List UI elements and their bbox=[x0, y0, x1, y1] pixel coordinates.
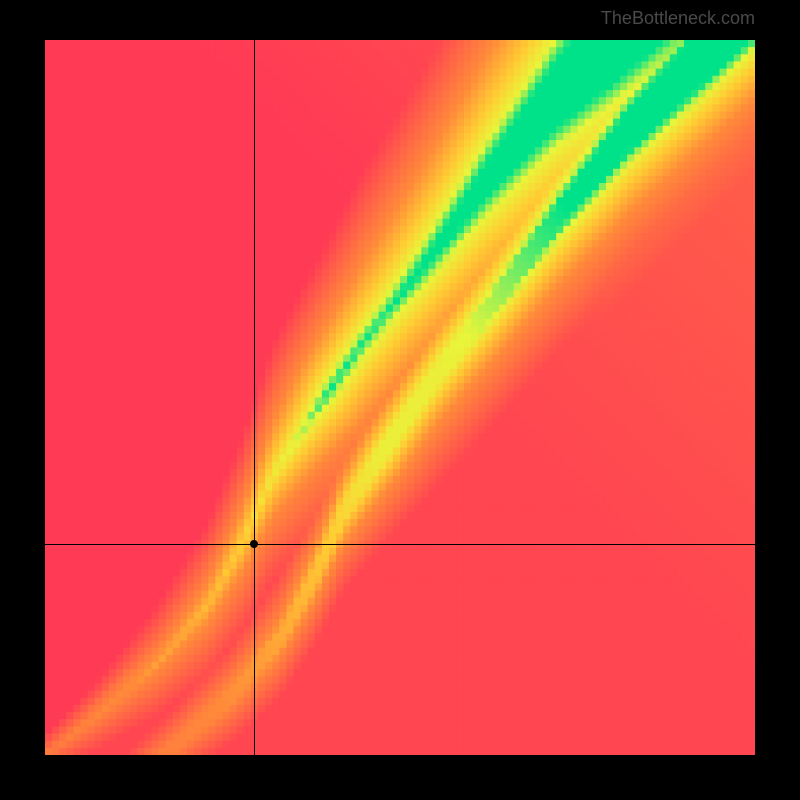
selected-config-marker bbox=[250, 540, 258, 548]
heatmap-surface bbox=[45, 40, 755, 755]
bottleneck-heatmap bbox=[45, 40, 755, 755]
crosshair-horizontal bbox=[45, 544, 755, 545]
attribution-text: TheBottleneck.com bbox=[601, 8, 755, 29]
crosshair-vertical bbox=[254, 40, 255, 755]
